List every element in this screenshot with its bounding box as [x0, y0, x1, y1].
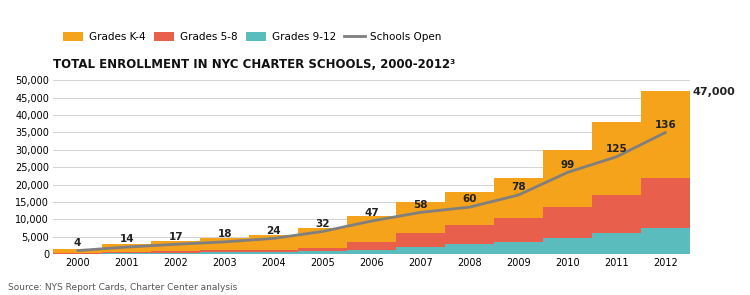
Text: 125: 125 — [606, 144, 628, 154]
Text: Source: NYS Report Cards, Charter Center analysis: Source: NYS Report Cards, Charter Center… — [8, 283, 237, 292]
Text: 99: 99 — [560, 160, 574, 170]
Legend: Grades K-4, Grades 5-8, Grades 9-12, Schools Open: Grades K-4, Grades 5-8, Grades 9-12, Sch… — [58, 28, 446, 46]
Text: 14: 14 — [119, 234, 134, 244]
Text: 136: 136 — [655, 120, 676, 130]
Text: 60: 60 — [462, 194, 477, 204]
Text: 47,000: 47,000 — [692, 88, 735, 98]
Text: 24: 24 — [266, 226, 281, 236]
Text: 32: 32 — [315, 219, 330, 229]
Text: 17: 17 — [168, 232, 183, 242]
Text: 4: 4 — [74, 238, 81, 248]
Text: 18: 18 — [217, 229, 232, 239]
Text: TOTAL ENROLLMENT IN NYC CHARTER SCHOOLS, 2000-2012³: TOTAL ENROLLMENT IN NYC CHARTER SCHOOLS,… — [53, 58, 455, 71]
Text: 78: 78 — [512, 182, 526, 192]
Text: 58: 58 — [413, 200, 428, 209]
Text: 47: 47 — [364, 208, 379, 218]
